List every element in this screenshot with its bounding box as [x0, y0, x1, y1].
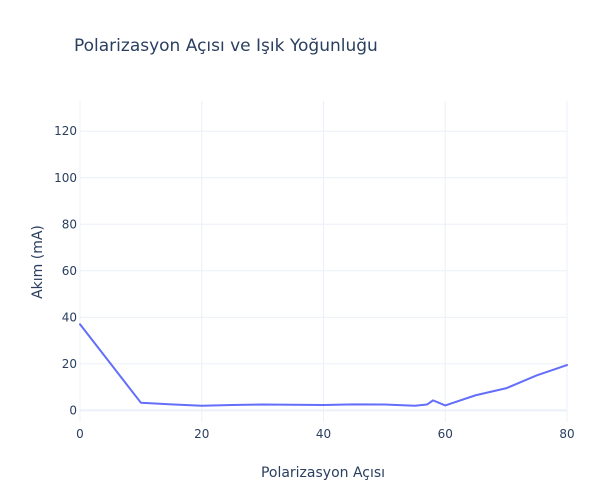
- chart-title: Polarizasyon Açısı ve Işık Yoğunluğu: [74, 36, 378, 56]
- x-axis-title: Polarizasyon Açısı: [261, 465, 385, 481]
- y-tick-label-40: 40: [62, 310, 77, 324]
- y-tick-label-20: 20: [62, 357, 77, 371]
- y-tick-label-120: 120: [54, 124, 77, 138]
- series-line-0: [79, 323, 568, 407]
- gridlines: [79, 101, 568, 422]
- y-axis-title: Akım (mA): [30, 225, 46, 299]
- y-tick-label-80: 80: [62, 217, 77, 231]
- series-layer: [79, 323, 568, 407]
- x-tick-label-20: 20: [194, 427, 209, 441]
- tick-labels: 0 20 40 60 80 0 20 40 60 80 100 120: [54, 124, 575, 441]
- x-tick-label-40: 40: [316, 427, 331, 441]
- x-tick-label-0: 0: [76, 427, 84, 441]
- y-tick-label-60: 60: [62, 264, 77, 278]
- x-tick-label-60: 60: [438, 427, 453, 441]
- y-tick-label-0: 0: [69, 403, 77, 417]
- y-tick-label-100: 100: [54, 171, 77, 185]
- x-tick-label-80: 80: [559, 427, 574, 441]
